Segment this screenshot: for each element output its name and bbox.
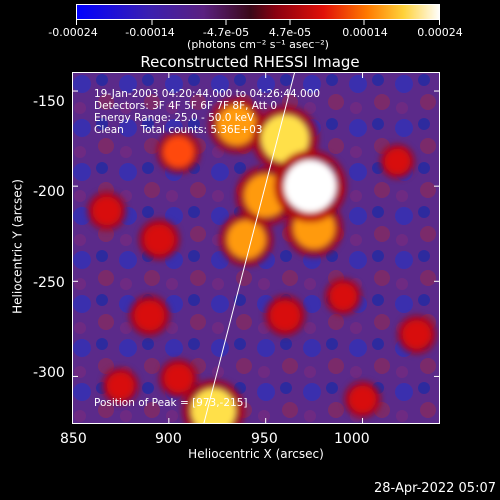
emission-source xyxy=(164,364,193,393)
x-axis-label: Heliocentric X (arcsec) xyxy=(188,447,324,461)
emission-source xyxy=(216,105,257,146)
emission-source xyxy=(92,196,121,225)
colorbar-ticks xyxy=(76,20,440,25)
emission-source xyxy=(107,372,134,400)
emission-source xyxy=(191,388,236,424)
x-tick-label: 1000 xyxy=(334,431,370,447)
annotation-energy: Energy Range: 25.0 - 50.0 keV xyxy=(94,112,255,124)
y-tick-label: -250 xyxy=(33,275,65,291)
emission-source xyxy=(163,136,195,168)
emission-source xyxy=(284,160,337,213)
emission-source xyxy=(329,283,357,310)
plot-area xyxy=(72,72,440,424)
emission-sources xyxy=(87,97,437,424)
chart-title: Reconstructed RHESSI Image xyxy=(140,53,360,71)
emission-source xyxy=(144,224,174,255)
colorbar-tick-label: -0.00024 xyxy=(48,26,98,39)
plot-frame xyxy=(72,72,440,424)
x-tick-label: 900 xyxy=(155,431,182,447)
colorbar-frame xyxy=(76,4,440,20)
colorbar-tick-label: 0.00014 xyxy=(342,26,388,39)
y-tick-label: -150 xyxy=(33,94,65,110)
solar-limb-line xyxy=(203,72,296,424)
y-tick-label: -300 xyxy=(33,365,65,381)
annotation-detectors: Detectors: 3F 4F 5F 6F 7F 8F, Att 0 xyxy=(94,100,278,112)
annotation-time: 19-Jan-2003 04:20:44.000 to 04:26:44.000 xyxy=(94,88,321,100)
x-tick-label: 850 xyxy=(60,431,87,447)
emission-source xyxy=(384,148,410,174)
emission-source xyxy=(402,320,431,349)
colorbar-tick-label: -4.7e-05 xyxy=(202,26,250,39)
y-axis-ticks xyxy=(72,90,440,377)
peak-position-label: Position of Peak = [973,-215] xyxy=(94,397,248,409)
emission-source xyxy=(349,386,376,413)
colorbar-unit-label: (photons cm⁻² s⁻¹ asec⁻²) xyxy=(187,38,329,51)
colorbar-tick-label: 0.00024 xyxy=(417,26,463,39)
emission-source xyxy=(134,300,165,331)
colorbar-gradient xyxy=(76,4,440,20)
x-tick-label: 950 xyxy=(251,431,278,447)
timestamp: 28-Apr-2022 05:07 xyxy=(374,481,496,496)
emission-source xyxy=(270,300,300,331)
annotation-counts: Clean Total counts: 5.36E+03 xyxy=(94,124,263,136)
annotation-block: 19-Jan-2003 04:20:44.000 to 04:26:44.000… xyxy=(94,88,320,136)
y-tick-label: -200 xyxy=(33,184,65,200)
y-axis-label: Heliocentric Y (arcsec) xyxy=(10,179,25,314)
emission-source xyxy=(227,220,266,259)
colorbar-tick-label: 4.7e-05 xyxy=(268,26,312,39)
emission-source xyxy=(261,114,309,163)
x-axis-ticks xyxy=(72,72,364,424)
colorbar xyxy=(76,4,440,25)
colorbar-tick-label: -0.00014 xyxy=(125,26,175,39)
